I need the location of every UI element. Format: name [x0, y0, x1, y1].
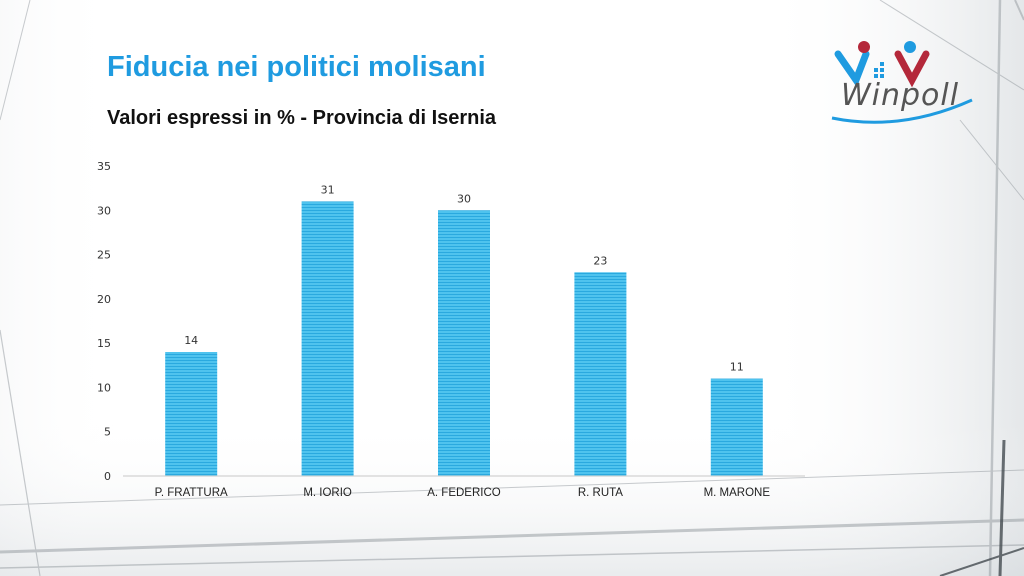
- y-tick-label: 35: [97, 160, 111, 173]
- bar: [301, 201, 354, 476]
- bar: [574, 272, 627, 476]
- x-axis: P. FRATTURA M. IORIO A. FEDERICO R. RUTA M. …: [123, 475, 805, 499]
- y-tick-label: 30: [97, 204, 111, 217]
- logo-graphic: [831, 41, 973, 124]
- y-tick-label: 0: [104, 470, 111, 483]
- y-tick-label: 15: [97, 337, 111, 350]
- y-tick-label: 25: [97, 249, 111, 262]
- x-tick-label: M. MARONE: [704, 487, 771, 499]
- data-label: 11: [730, 361, 744, 374]
- data-label: 31: [321, 183, 335, 196]
- bars: 14 31 30 23 11: [165, 183, 763, 477]
- winpoll-logo: Winpoll: [826, 40, 976, 128]
- logo-text: Winpoll: [841, 78, 960, 113]
- bar: [710, 378, 763, 476]
- page-title: Fiducia nei politici molisani: [107, 51, 486, 83]
- bar: [165, 352, 218, 476]
- page-subtitle: Valori espressi in % - Provincia di Iser…: [107, 107, 497, 129]
- y-tick-label: 20: [97, 293, 111, 306]
- data-label: 23: [593, 254, 607, 267]
- y-tick-label: 5: [104, 426, 111, 439]
- x-tick-label: R. RUTA: [578, 487, 623, 499]
- x-tick-label: P. FRATTURA: [155, 487, 228, 499]
- bar: [438, 210, 490, 477]
- x-tick-label: A. FEDERICO: [427, 487, 501, 499]
- y-tick-label: 10: [97, 381, 111, 394]
- y-axis: 0 5 10 15 20 25 30 35: [97, 160, 111, 483]
- data-label: 30: [457, 192, 471, 205]
- x-tick-label: M. IORIO: [303, 487, 352, 499]
- data-label: 14: [184, 334, 198, 347]
